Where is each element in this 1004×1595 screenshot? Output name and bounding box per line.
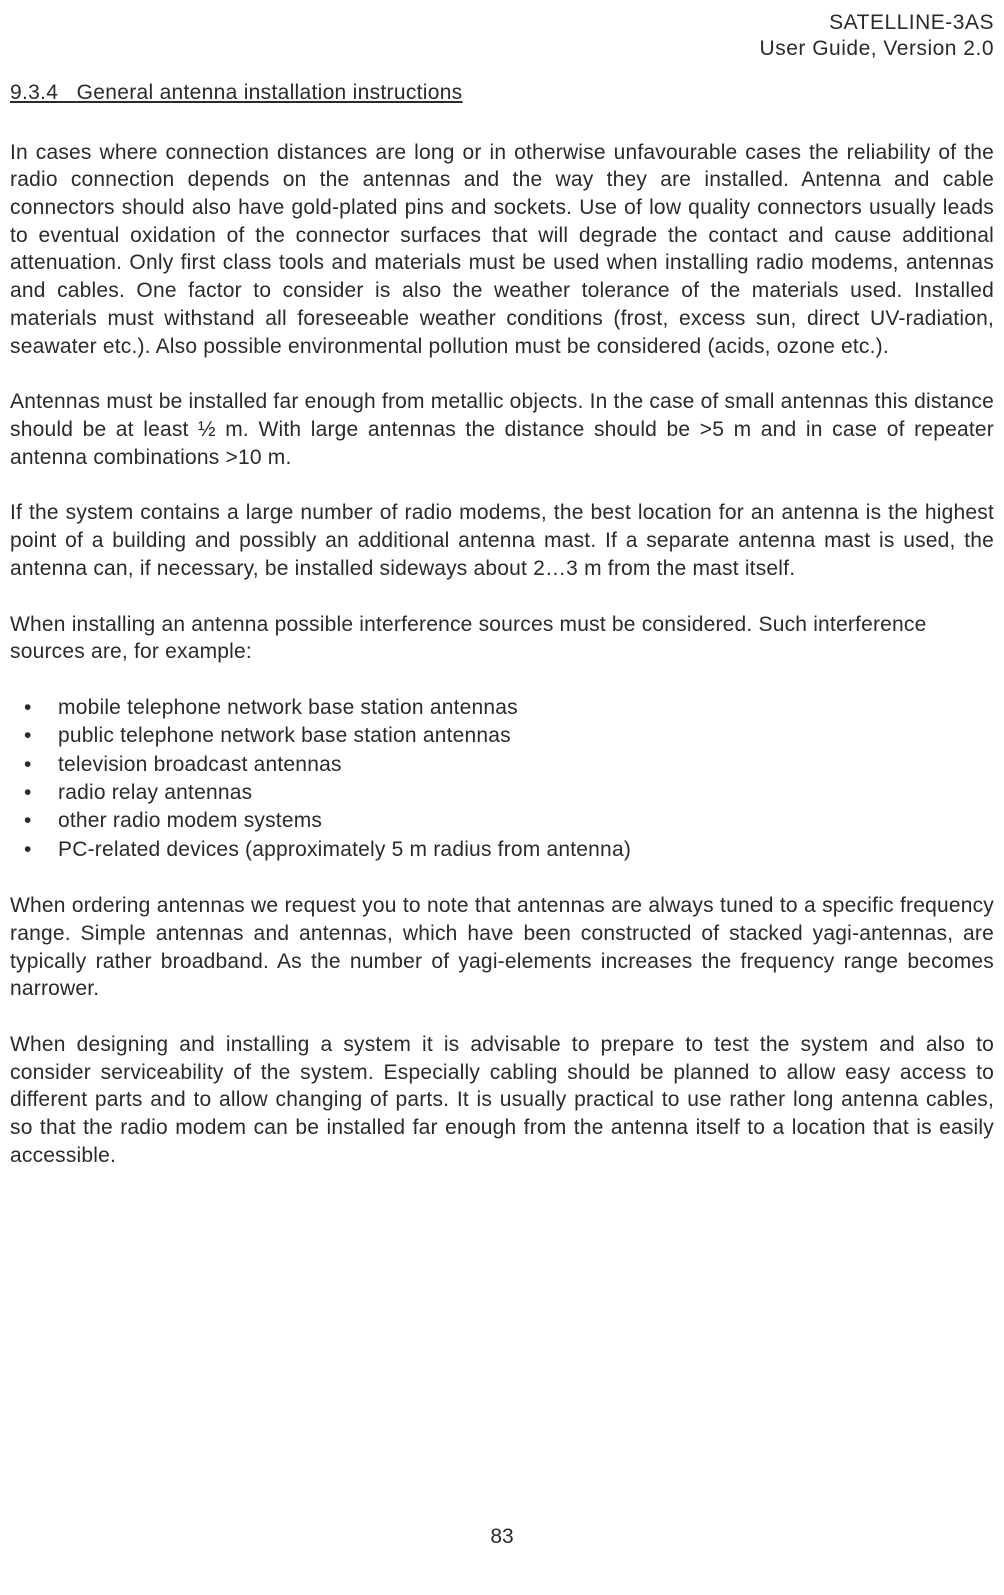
list-item: mobile telephone network base station an… — [40, 694, 994, 722]
body-paragraph: Antennas must be installed far enough fr… — [10, 388, 994, 471]
section-heading: 9.3.4 General antenna installation instr… — [10, 81, 994, 105]
body-paragraph: In cases where connection distances are … — [10, 139, 994, 361]
page-container: SATELLINE-3AS User Guide, Version 2.0 9.… — [0, 0, 1004, 1595]
page-header: SATELLINE-3AS User Guide, Version 2.0 — [10, 10, 994, 63]
body-paragraph: When installing an antenna possible inte… — [10, 611, 994, 666]
header-product: SATELLINE-3AS — [10, 10, 994, 36]
section-title: General antenna installation instruction… — [77, 81, 463, 104]
bullet-list: mobile telephone network base station an… — [10, 694, 994, 864]
list-item: PC-related devices (approximately 5 m ra… — [40, 836, 994, 864]
body-paragraph: When ordering antennas we request you to… — [10, 892, 994, 1003]
body-paragraph: If the system contains a large number of… — [10, 499, 994, 582]
list-item: radio relay antennas — [40, 779, 994, 807]
list-item: public telephone network base station an… — [40, 722, 994, 750]
list-item: other radio modem systems — [40, 807, 994, 835]
header-doc: User Guide, Version 2.0 — [10, 36, 994, 62]
body-paragraph: When designing and installing a system i… — [10, 1031, 994, 1170]
section-number: 9.3.4 — [10, 81, 58, 104]
list-item: television broadcast antennas — [40, 751, 994, 779]
page-number: 83 — [0, 1525, 1004, 1549]
